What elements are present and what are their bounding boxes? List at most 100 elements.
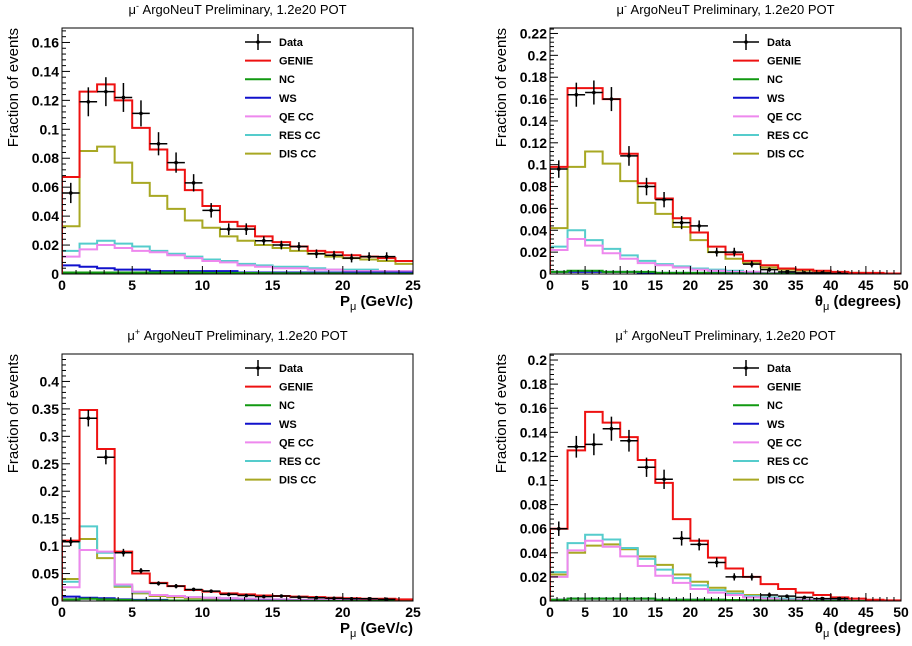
data-point-marker [556,526,561,531]
data-point [567,435,586,458]
legend-label: DIS CC [279,149,316,161]
data-point [602,87,621,112]
legend-label: NC [767,400,783,412]
x-tick-label: 15 [648,604,664,620]
data-point-marker [592,90,596,95]
panel-title: μ+ ArgoNeuT Preliminary, 1.2e20 POT [615,327,835,343]
data-point [342,253,361,263]
x-axis-subscript: μ [350,301,356,313]
legend-data-marker [256,366,260,370]
y-tick-label: 0.06 [32,179,59,195]
legend-label: DIS CC [279,475,316,487]
x-axis-subscript: μ [823,628,829,640]
x-tick-label: 10 [195,604,211,620]
y-tick-label: 0.2 [40,483,60,499]
legend-label: WS [279,419,297,431]
x-tick-label: 15 [648,277,664,293]
panel-title: μ- ArgoNeuT Preliminary, 1.2e20 POT [616,1,834,17]
data-point [290,242,308,251]
data-point [743,573,761,581]
data-point [149,581,168,586]
data-point [760,267,779,272]
legend-entry: RES CC [245,130,321,142]
data-point [585,433,603,456]
data-point [377,597,396,601]
data-point [637,457,656,477]
x-tick-label: 10 [612,604,628,620]
x-tick-label: 15 [265,604,281,620]
x-tick-label: 20 [335,604,351,620]
x-tick-label: 5 [581,277,589,293]
legend-entry: DIS CC [733,149,804,161]
data-point [707,247,726,257]
data-point [813,596,831,601]
y-tick-label: 0 [539,266,547,282]
data-point [219,223,238,235]
x-tick-label: 45 [858,604,874,620]
title-charge: + [135,327,140,337]
data-point [655,192,673,208]
title-text: ArgoNeuT Preliminary, 1.2e20 POT [627,2,835,17]
legend-label: DIS CC [767,475,804,487]
data-point [778,270,796,274]
legend-label: DIS CC [767,149,804,161]
x-tick-label: 20 [335,277,351,293]
y-tick-label: 0.16 [520,400,547,416]
legend-entry: NC [245,74,295,86]
title-text: ArgoNeuT Preliminary, 1.2e20 POT [139,2,347,17]
x-tick-label: 40 [823,277,839,293]
panel-title: μ+ ArgoNeuT Preliminary, 1.2e20 POT [127,327,347,343]
x-tick-label: 10 [195,277,211,293]
y-tick-label: 0.3 [40,428,60,444]
x-axis-symbol: P [340,620,350,637]
data-point [237,593,256,598]
data-point [377,252,396,261]
legend-label: GENIE [767,56,801,68]
data-point [637,177,656,196]
title-mu: μ [615,328,623,343]
data-point-marker [104,89,108,94]
data-point-marker [244,227,249,231]
data-point [760,592,779,598]
y-tick-label: 0.14 [32,63,59,79]
legend-entry: Data [733,34,792,50]
x-tick-label: 25 [405,277,421,293]
title-text: ArgoNeuT Preliminary, 1.2e20 POT [140,328,348,343]
legend-entry: WS [733,419,785,431]
y-tick-label: 0.04 [520,222,547,238]
data-point [79,87,98,117]
data-point-marker [644,184,649,189]
legend-data-marker [256,40,260,44]
y-axis-title: Fraction of events [5,28,22,147]
data-point [97,77,115,107]
legend-entry: Data [245,34,304,50]
series-genie-histogram [550,410,901,601]
legend-data-marker [744,40,748,44]
x-axis-title: Pμ (GeV/c) [340,620,413,640]
data-point-marker [174,160,178,165]
y-tick-label: 0.1 [528,473,548,489]
data-point-marker [679,536,684,541]
x-axis-symbol: θ [815,293,823,310]
y-tick-label: 0.18 [520,376,547,392]
data-point-marker [556,167,561,171]
data-point-marker [802,595,807,600]
x-tick-label: 30 [753,277,769,293]
data-point-marker [367,254,371,259]
data-point [62,537,80,547]
legend-entry: RES CC [245,456,321,468]
x-axis-unit: (degrees) [829,620,901,637]
data-point-marker [785,270,789,274]
x-tick-label: 0 [546,277,554,293]
y-tick-label: 0.02 [520,244,547,260]
y-tick-label: 0.35 [32,401,59,417]
data-point [342,597,361,601]
data-point [219,592,238,597]
data-point [778,594,796,598]
y-tick-label: 0.1 [40,538,60,554]
